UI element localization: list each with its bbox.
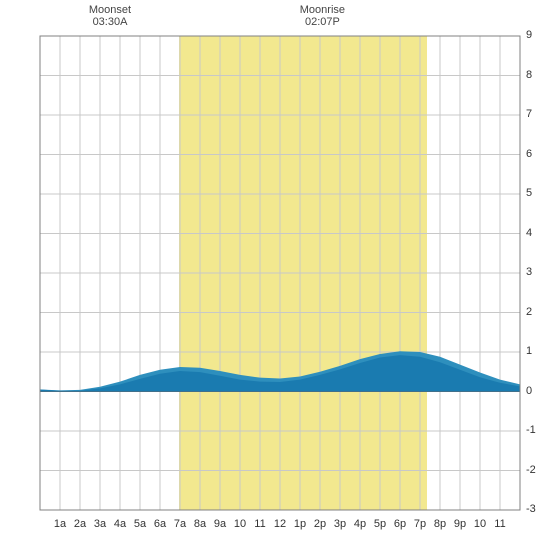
x-tick-label: 1a xyxy=(54,518,66,530)
y-tick-label: -1 xyxy=(526,424,546,436)
x-tick-label: 7a xyxy=(174,518,186,530)
y-tick-label: 2 xyxy=(526,306,546,318)
x-tick-label: 4p xyxy=(354,518,366,530)
chart-svg xyxy=(0,0,550,550)
x-tick-label: 5p xyxy=(374,518,386,530)
y-tick-label: 8 xyxy=(526,69,546,81)
x-tick-label: 11 xyxy=(254,518,265,530)
y-tick-label: 5 xyxy=(526,187,546,199)
x-tick-label: 11 xyxy=(494,518,505,530)
x-tick-label: 6a xyxy=(154,518,166,530)
y-tick-label: -3 xyxy=(526,503,546,515)
x-tick-label: 8p xyxy=(434,518,446,530)
tide-chart: Moonset 03:30A Moonrise 02:07P -3-2-1012… xyxy=(0,0,550,550)
x-tick-label: 4a xyxy=(114,518,126,530)
x-tick-label: 3p xyxy=(334,518,346,530)
x-tick-label: 8a xyxy=(194,518,206,530)
x-tick-label: 9p xyxy=(454,518,466,530)
x-tick-label: 12 xyxy=(274,518,286,530)
y-tick-label: 6 xyxy=(526,148,546,160)
x-tick-label: 5a xyxy=(134,518,146,530)
x-tick-label: 2a xyxy=(74,518,86,530)
y-tick-label: 4 xyxy=(526,227,546,239)
y-tick-label: 3 xyxy=(526,266,546,278)
x-tick-label: 10 xyxy=(234,518,246,530)
x-tick-label: 1p xyxy=(294,518,306,530)
moonset-label: Moonset 03:30A xyxy=(80,4,140,28)
y-tick-label: 9 xyxy=(526,29,546,41)
x-tick-label: 2p xyxy=(314,518,326,530)
x-tick-label: 7p xyxy=(414,518,426,530)
moonset-title: Moonset xyxy=(80,4,140,16)
y-tick-label: 7 xyxy=(526,108,546,120)
y-tick-label: 0 xyxy=(526,385,546,397)
moonrise-title: Moonrise xyxy=(292,4,352,16)
x-tick-label: 10 xyxy=(474,518,486,530)
moonrise-time: 02:07P xyxy=(292,16,352,28)
x-tick-label: 9a xyxy=(214,518,226,530)
x-tick-label: 3a xyxy=(94,518,106,530)
y-tick-label: -2 xyxy=(526,464,546,476)
y-tick-label: 1 xyxy=(526,345,546,357)
moonset-time: 03:30A xyxy=(80,16,140,28)
moonrise-label: Moonrise 02:07P xyxy=(292,4,352,28)
x-tick-label: 6p xyxy=(394,518,406,530)
